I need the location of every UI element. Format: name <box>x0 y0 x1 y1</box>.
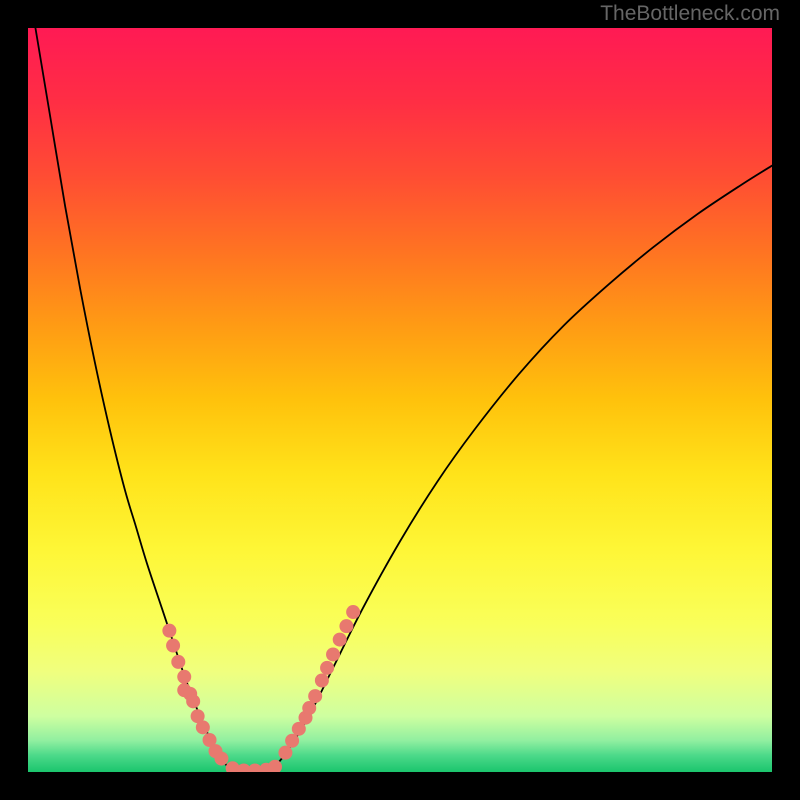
left-cluster-marker <box>177 670 191 684</box>
left-cluster-marker <box>196 720 210 734</box>
bottleneck-curve-chart <box>28 28 772 772</box>
right-cluster-marker <box>320 661 334 675</box>
watermark-text: TheBottleneck.com <box>600 2 780 26</box>
right-cluster-marker <box>278 746 292 760</box>
right-cluster-marker <box>315 673 329 687</box>
right-cluster-marker <box>285 734 299 748</box>
marker-cluster-group <box>162 605 360 772</box>
curve-left-branch <box>35 28 228 768</box>
right-cluster-marker <box>326 647 340 661</box>
right-cluster-marker <box>302 701 316 715</box>
right-cluster-marker <box>346 605 360 619</box>
curve-right-branch <box>274 166 772 769</box>
chart-plot-area <box>28 28 772 772</box>
left-cluster-marker <box>214 752 228 766</box>
right-cluster-marker <box>333 633 347 647</box>
left-cluster-marker <box>166 639 180 653</box>
left-cluster-marker <box>162 624 176 638</box>
left-cluster-marker <box>186 694 200 708</box>
right-cluster-marker <box>339 619 353 633</box>
left-cluster-marker <box>171 655 185 669</box>
right-cluster-marker <box>308 689 322 703</box>
